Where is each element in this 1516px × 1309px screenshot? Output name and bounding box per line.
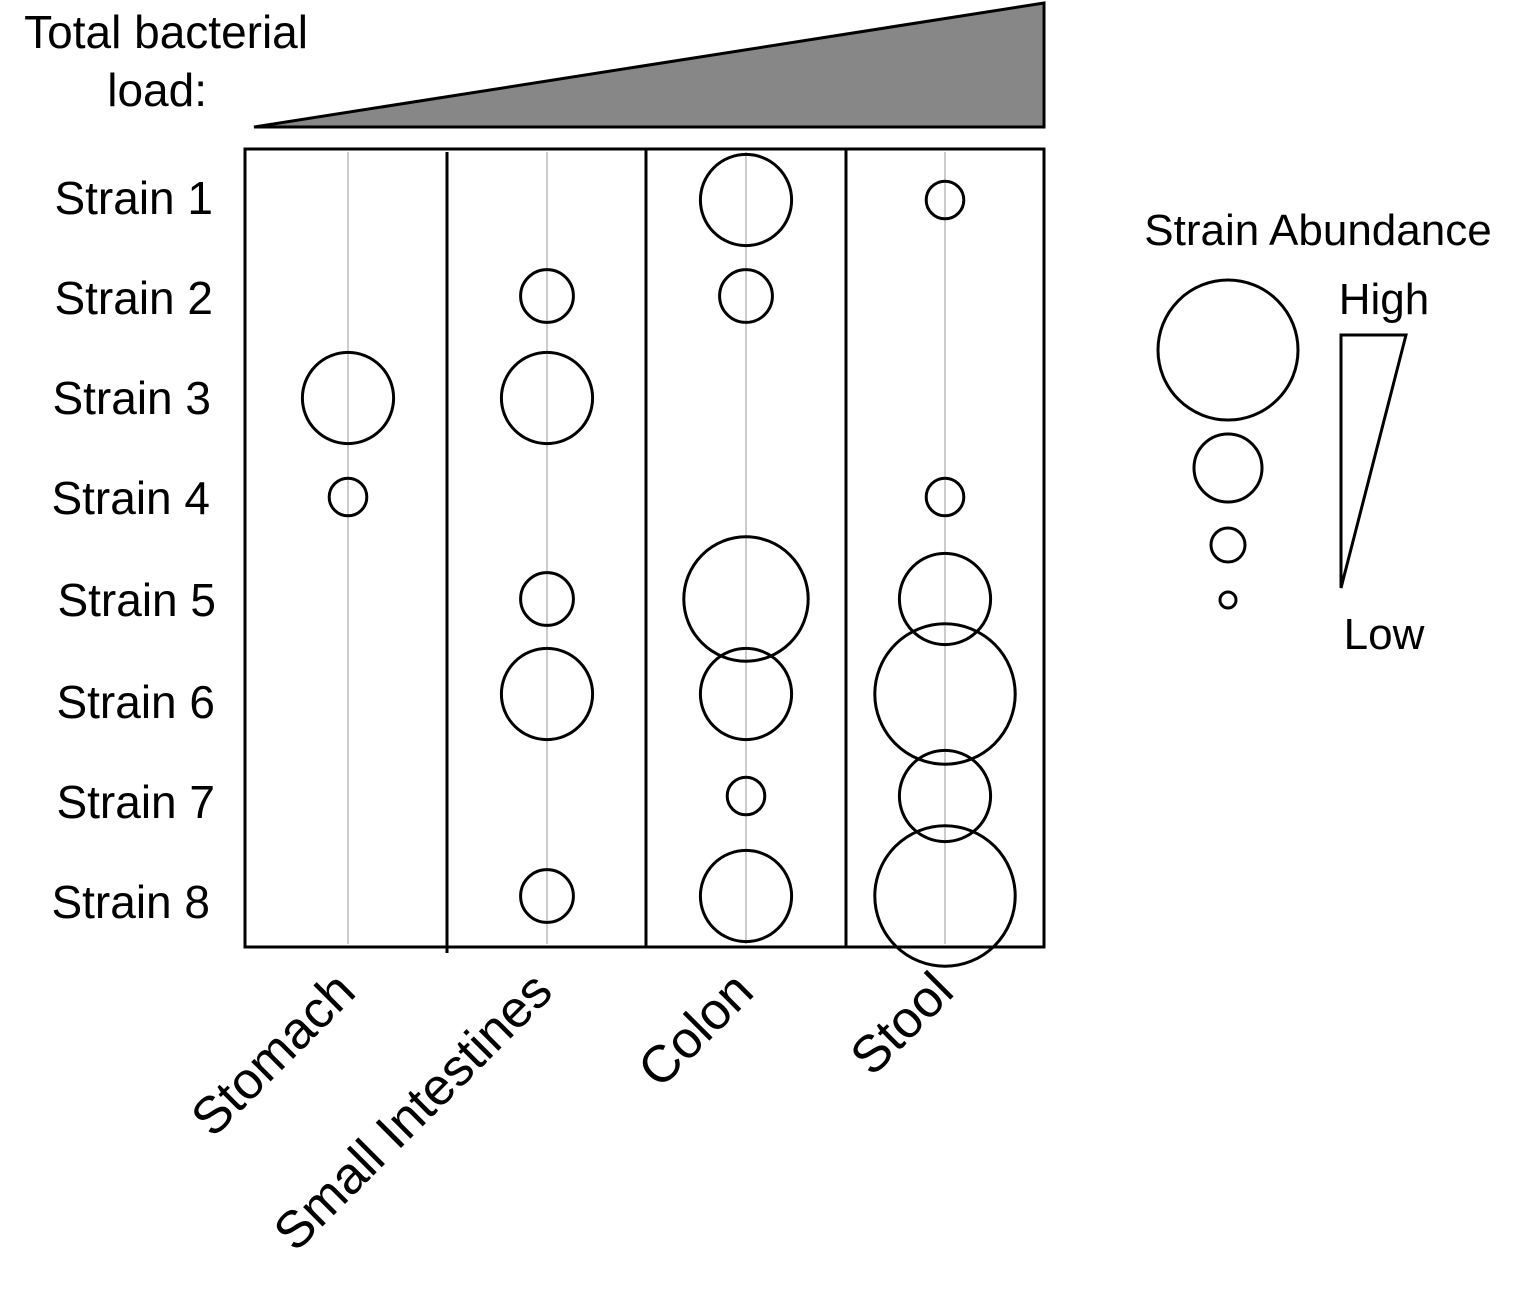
bubble-strain-8-colon xyxy=(698,848,794,944)
strain-label-2: Strain 2 xyxy=(54,272,213,324)
legend-circle-level-3 xyxy=(1192,432,1264,504)
bubble-strain-3-small-intestines xyxy=(499,350,595,446)
bubble-strain-7-colon xyxy=(725,775,767,817)
legend-wedge xyxy=(1339,333,1408,589)
bubble-strain-1-colon xyxy=(698,152,794,248)
bubble-strain-6-stool xyxy=(873,622,1017,766)
column-guides xyxy=(347,152,946,944)
bubble-strain-3-stomach xyxy=(300,350,396,446)
load-wedge xyxy=(253,1,1046,129)
abundance-grid xyxy=(243,147,1046,968)
bubble-strain-2-small-intestines xyxy=(519,268,575,324)
legend-circles xyxy=(1156,278,1300,610)
bubble-strain-5-small-intestines xyxy=(519,571,575,627)
bubble-strain-7-stool xyxy=(897,748,993,844)
bubble-strain-8-stool xyxy=(873,824,1017,968)
strain-label-1: Strain 1 xyxy=(54,172,213,224)
legend-low-label: Low xyxy=(1344,610,1425,659)
site-label-colon: Colon xyxy=(627,961,764,1098)
strain-labels: Strain 1 Strain 2 Strain 3 Strain 4 Stra… xyxy=(51,172,216,928)
site-label-stool: Stool xyxy=(840,961,965,1086)
bubble-strain-5-stool xyxy=(897,551,993,647)
legend-circle-level-4 xyxy=(1156,278,1300,422)
strain-label-3: Strain 3 xyxy=(52,372,211,424)
legend-high-label: High xyxy=(1339,275,1430,324)
bubble-strain-8-small-intestines xyxy=(519,868,575,924)
bubble-strain-6-colon xyxy=(698,646,794,742)
bubble-strain-1-stool xyxy=(924,179,966,221)
legend-circle-level-1 xyxy=(1218,590,1238,610)
bubble-strain-2-colon xyxy=(718,268,774,324)
site-label-stomach: Stomach xyxy=(180,961,366,1147)
site-labels: Stomach Small Intestines Colon Stool xyxy=(180,961,964,1262)
legend: Strain Abundance High Low xyxy=(1144,206,1491,659)
bubble-strain-4-stomach xyxy=(327,476,369,518)
load-label-line-2: load: xyxy=(107,64,207,116)
abundance-bubbles xyxy=(300,152,1017,968)
strain-label-4: Strain 4 xyxy=(51,472,210,524)
bubble-strain-5-colon xyxy=(682,535,810,663)
strain-label-7: Strain 7 xyxy=(56,776,215,828)
legend-circle-level-2 xyxy=(1209,526,1247,564)
strain-label-6: Strain 6 xyxy=(56,676,215,728)
load-label-line-1: Total bacterial xyxy=(24,6,308,58)
load-indicator: Total bacterial load: xyxy=(24,1,1046,129)
legend-title: Strain Abundance xyxy=(1144,206,1491,255)
bubble-strain-4-stool xyxy=(924,476,966,518)
strain-label-5: Strain 5 xyxy=(57,574,216,626)
strain-label-8: Strain 8 xyxy=(51,876,210,928)
bubble-strain-6-small-intestines xyxy=(499,646,595,742)
